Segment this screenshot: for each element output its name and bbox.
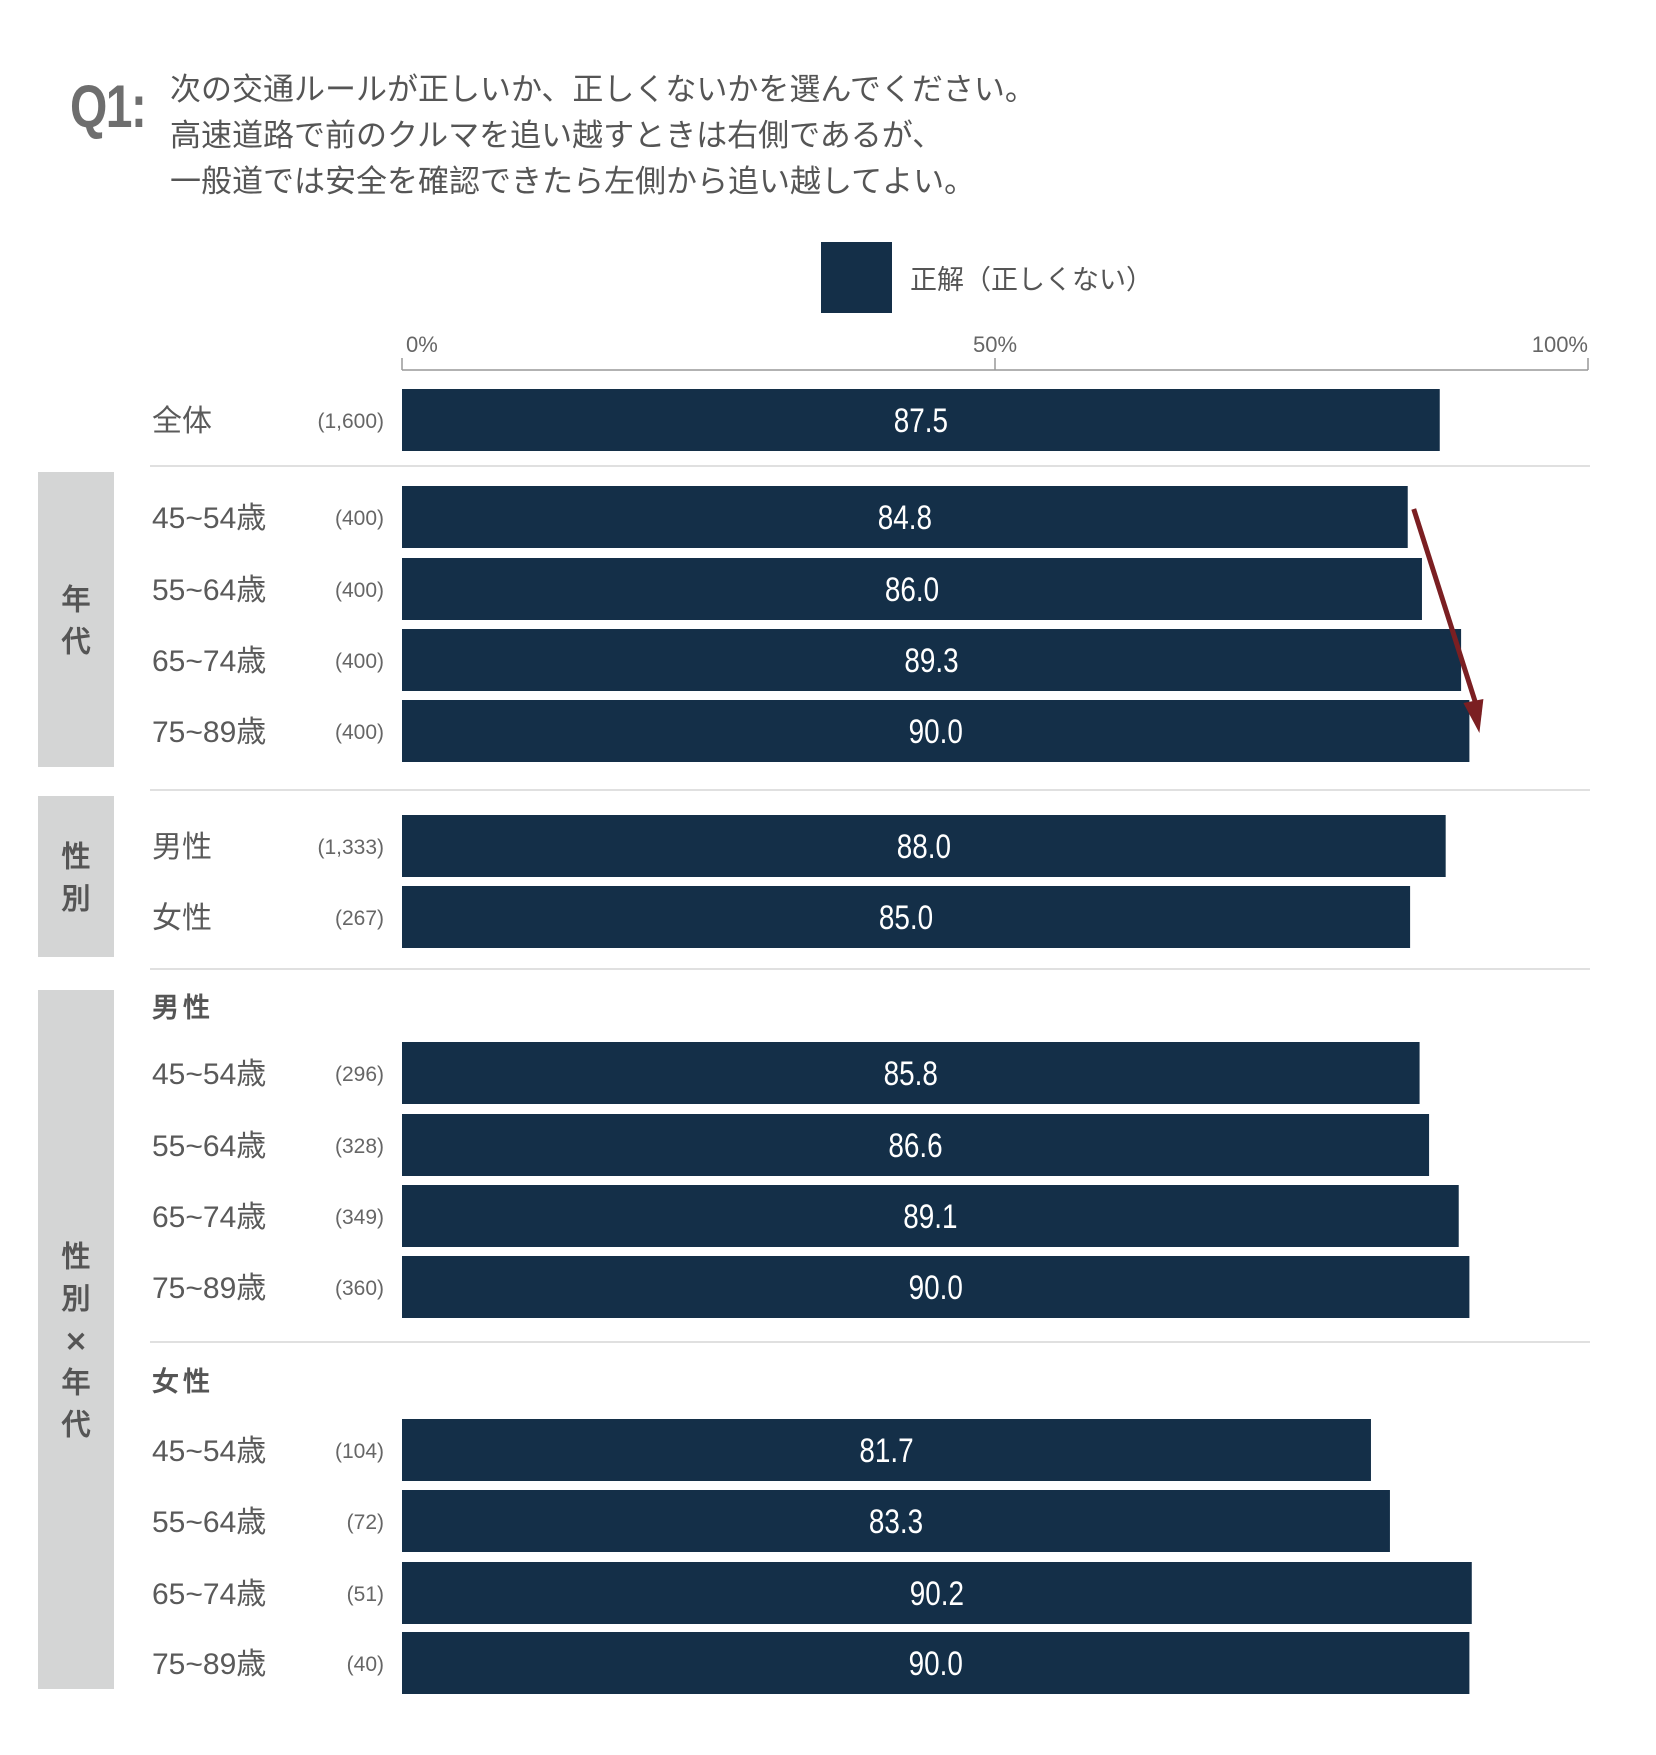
row-label: 75~89歳: [152, 1272, 266, 1305]
row-sample-size: (51): [347, 1583, 384, 1606]
question-number: Q1:: [70, 73, 147, 140]
row-sample-size: (72): [347, 1511, 384, 1534]
row-sample-size: (328): [335, 1135, 384, 1158]
bar-value-label: 90.0: [909, 1644, 963, 1682]
bar: [402, 1632, 1470, 1694]
row-label: 75~89歳: [152, 1648, 266, 1681]
bar: [402, 700, 1470, 762]
group-label-char: 年: [61, 1366, 90, 1400]
row-label: 65~74歳: [152, 645, 266, 678]
bar-value-label: 85.8: [884, 1054, 938, 1092]
bar-value-label: 90.0: [909, 1268, 963, 1306]
bar: [402, 1419, 1371, 1481]
row-sample-size: (1,600): [317, 410, 384, 433]
bar: [402, 1562, 1472, 1624]
row-sample-size: (1,333): [317, 836, 384, 859]
row-sample-size: (349): [335, 1206, 384, 1229]
bar-value-label: 85.0: [879, 898, 933, 936]
trend-arrow-line: [1411, 508, 1482, 716]
bar-value-label: 84.8: [878, 498, 932, 536]
bar-value-label: 88.0: [897, 827, 951, 865]
bar-value-label: 86.6: [888, 1126, 942, 1164]
bar: [402, 1114, 1430, 1176]
row-sample-size: (360): [335, 1277, 384, 1300]
row-label: 45~54歳: [152, 1058, 266, 1091]
row-label: 45~54歳: [152, 1435, 266, 1468]
bar-value-label: 87.5: [894, 401, 948, 439]
row-sample-size: (400): [335, 650, 384, 673]
group-label-char: 代: [60, 625, 90, 659]
row-label: 65~74歳: [152, 1201, 266, 1234]
bar-value-label: 90.2: [910, 1574, 964, 1612]
group-tab: [38, 472, 114, 767]
group-label-char: 代: [60, 1408, 90, 1442]
group-tab: [38, 990, 114, 1689]
bar: [402, 815, 1446, 877]
trend-arrow-head: [1463, 699, 1484, 733]
row-sample-size: (400): [335, 579, 384, 602]
bar-value-label: 89.1: [903, 1197, 957, 1235]
x-tick-label: 50%: [973, 332, 1017, 357]
bar: [402, 1490, 1390, 1552]
bar-value-label: 81.7: [859, 1431, 913, 1469]
group-tab: [38, 796, 114, 957]
row-label: 男性: [152, 831, 212, 864]
row-sample-size: (104): [335, 1440, 384, 1463]
bar-value-label: 83.3: [869, 1502, 923, 1540]
subheader-male: 男性: [152, 993, 214, 1024]
row-label: 55~64歳: [152, 574, 266, 607]
row-sample-size: (40): [347, 1653, 384, 1676]
group-label-char: 性: [61, 1240, 90, 1274]
bar-value-label: 89.3: [904, 641, 958, 679]
bar: [402, 1256, 1470, 1318]
bar-value-label: 90.0: [909, 712, 963, 750]
bar-value-label: 86.0: [885, 570, 939, 608]
row-label: 65~74歳: [152, 1578, 266, 1611]
row-sample-size: (400): [335, 507, 384, 530]
x-tick-label: 0%: [406, 332, 438, 357]
row-label: 全体: [152, 405, 212, 438]
row-label: 女性: [152, 902, 212, 935]
group-label-char: 性: [61, 840, 90, 874]
question-line-2: 高速道路で前のクルマを追い越すときは右側であるが、: [170, 118, 944, 154]
group-label-char: 別: [61, 1282, 90, 1316]
row-label: 55~64歳: [152, 1130, 266, 1163]
bar: [402, 1042, 1420, 1104]
group-label-char: 年: [61, 583, 90, 617]
bar: [402, 629, 1462, 691]
bar: [402, 558, 1422, 620]
bar: [402, 486, 1408, 548]
question-line-1: 次の交通ルールが正しいか、正しくないかを選んでください。: [170, 72, 1036, 108]
row-label: 75~89歳: [152, 716, 266, 749]
row-label: 45~54歳: [152, 502, 266, 535]
legend-swatch: [821, 242, 892, 313]
bar: [402, 1185, 1459, 1247]
bar: [402, 886, 1411, 948]
x-tick-label: 100%: [1532, 332, 1588, 357]
group-label-char: ×: [64, 1324, 88, 1358]
row-sample-size: (267): [335, 907, 384, 930]
group-label-char: 別: [61, 882, 90, 916]
legend-label: 正解（正しくない）: [910, 265, 1153, 296]
bar: [402, 389, 1440, 451]
row-sample-size: (296): [335, 1063, 384, 1086]
row-sample-size: (400): [335, 721, 384, 744]
subheader-female: 女性: [152, 1366, 214, 1398]
row-label: 55~64歳: [152, 1506, 266, 1539]
question-line-3: 一般道では安全を確認できたら左側から追い越してよい。: [170, 164, 976, 200]
